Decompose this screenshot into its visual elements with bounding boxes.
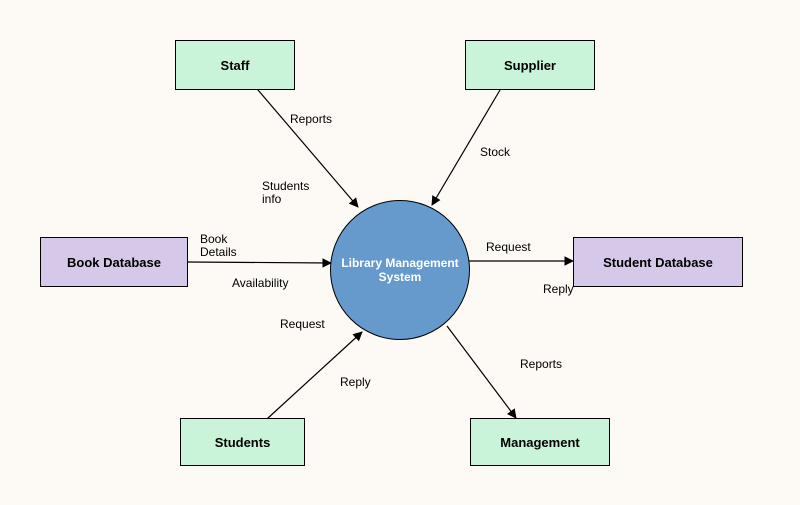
edge-label-reply-students: Reply bbox=[340, 375, 371, 389]
entity-supplier: Supplier bbox=[465, 40, 595, 90]
entity-management: Management bbox=[470, 418, 610, 466]
entity-book-database: Book Database bbox=[40, 237, 188, 287]
context-diagram: Library ManagementSystem Staff Supplier … bbox=[0, 0, 800, 505]
edge-label-availability: Availability bbox=[232, 276, 288, 290]
edge-label-stock: Stock bbox=[480, 145, 510, 159]
center-process-node: Library ManagementSystem bbox=[330, 200, 470, 340]
edge-center-management bbox=[447, 326, 516, 418]
edge-bookdb-center bbox=[188, 262, 331, 263]
entity-student-database: Student Database bbox=[573, 237, 743, 287]
edge-label-reply-studentdb: Reply bbox=[543, 282, 574, 296]
edge-label-students-info: Studentsinfo bbox=[262, 180, 309, 206]
edge-label-reports-management: Reports bbox=[520, 357, 562, 371]
entity-staff: Staff bbox=[175, 40, 295, 90]
entity-students: Students bbox=[180, 418, 305, 466]
edge-label-request-studentdb: Request bbox=[486, 240, 531, 254]
edge-label-request-students: Request bbox=[280, 317, 325, 331]
edge-label-reports-staff: Reports bbox=[290, 112, 332, 126]
edge-label-book-details: BookDetails bbox=[200, 233, 237, 259]
